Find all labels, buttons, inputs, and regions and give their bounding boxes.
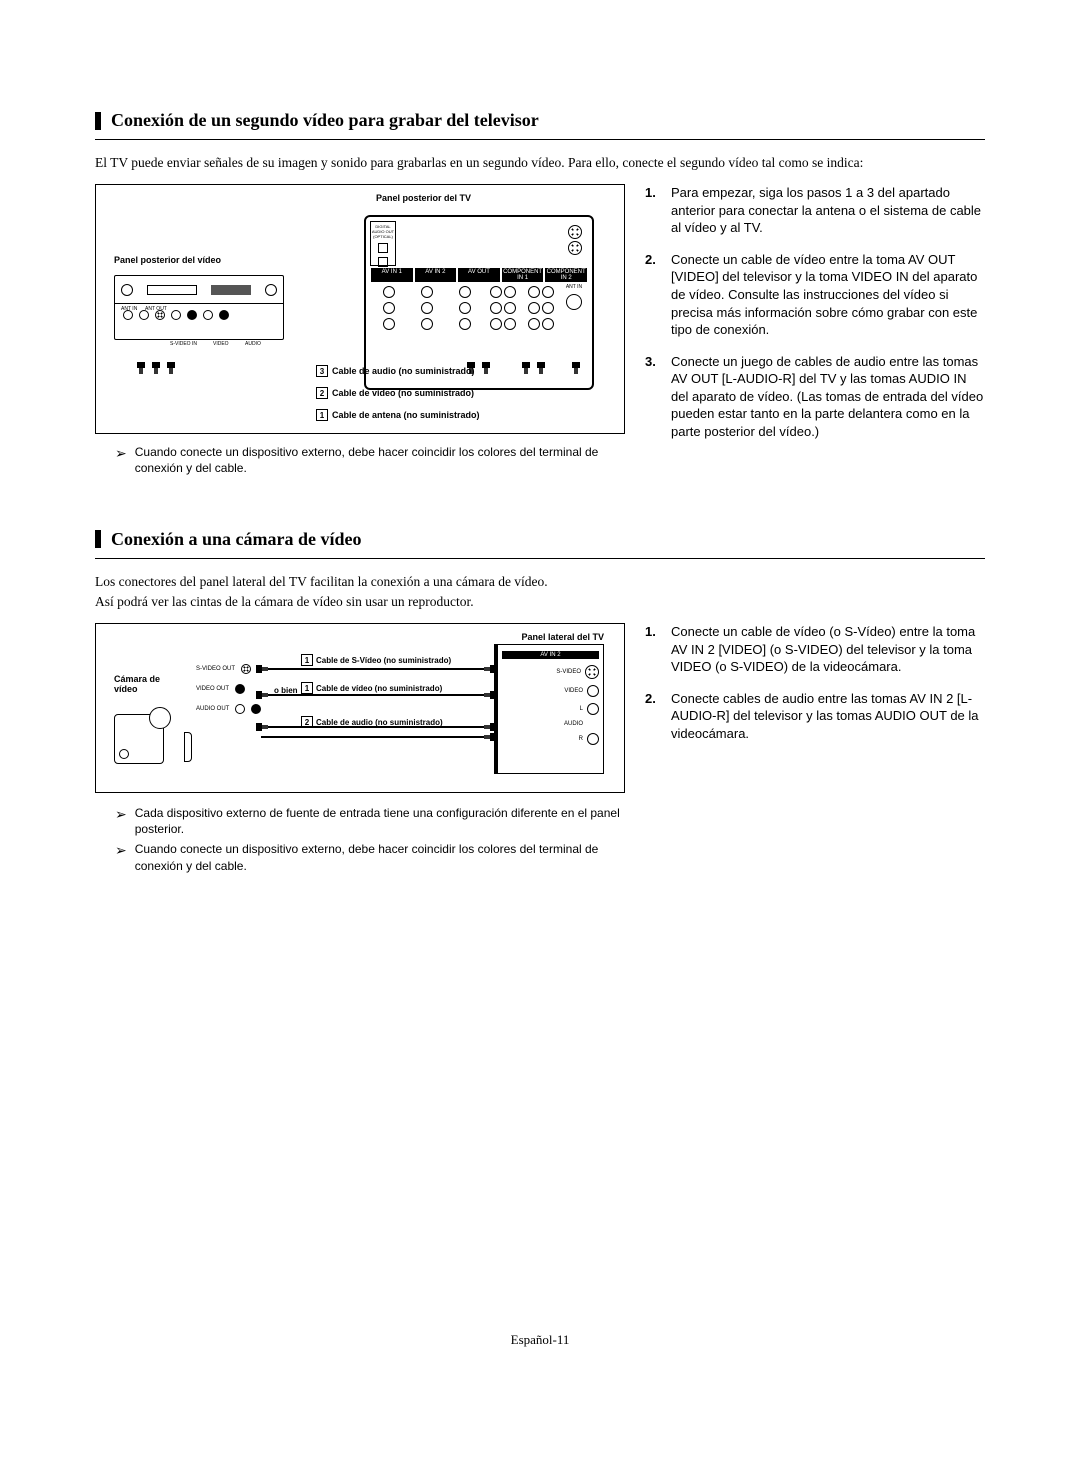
tv-side-panel: AV IN 2 S-VIDEO VIDEO L AUDIO R: [494, 644, 604, 774]
section1-note: ➢ Cuando conecte un dispositivo externo,…: [95, 444, 625, 476]
side-video-lbl: VIDEO: [564, 688, 583, 694]
cable1-text: Cable de antena (no suministrado): [332, 410, 480, 420]
vcr-svid-lbl: S-VIDEO IN: [170, 341, 197, 347]
cam-video-lbl: VIDEO OUT: [196, 686, 229, 692]
plug-icon: [164, 362, 178, 372]
side-audio-lbl: AUDIO: [564, 721, 583, 727]
section2-rule: [95, 558, 985, 559]
tv-panel-label: Panel posterior del TV: [376, 193, 471, 203]
section1-left: Panel posterior del TV Panel posterior d…: [95, 184, 625, 480]
vcr-antout-lbl: ANT OUT: [145, 306, 167, 312]
note-arrow-icon: ➢: [115, 805, 127, 837]
plug-icon: [149, 362, 163, 372]
section2-step2: Conecte cables de audio entre las tomas …: [645, 690, 985, 743]
section2-content: Panel lateral del TV Cámara de vídeo S-V…: [95, 623, 985, 878]
video-cable-text: Cable de vídeo (no suministrado): [316, 684, 442, 693]
side-l-lbl: L: [580, 706, 583, 712]
note-arrow-icon: ➢: [115, 841, 127, 873]
vcr-video-lbl: VIDEO: [213, 341, 229, 347]
cable1-legend: 1Cable de antena (no suministrado): [316, 409, 480, 421]
section2-note1-text: Cada dispositivo externo de fuente de en…: [135, 805, 625, 837]
section2-left: Panel lateral del TV Cámara de vídeo S-V…: [95, 623, 625, 878]
plug-icon: [486, 662, 496, 676]
audio-cable-text: Cable de audio (no suministrado): [316, 718, 443, 727]
tv-avin2-lbl: AV IN 2: [415, 268, 457, 282]
plug-icon: [519, 362, 533, 372]
tv-comp2-lbl: COMPONENT IN 2: [545, 268, 587, 282]
section1-note-text: Cuando conecte un dispositivo externo, d…: [135, 444, 625, 476]
section2-title: Conexión a una cámara de vídeo: [111, 529, 362, 550]
audio-cable-legend: 2Cable de audio (no suministrado): [301, 716, 443, 728]
side-panel-label: Panel lateral del TV: [521, 632, 604, 642]
note-arrow-icon: ➢: [115, 444, 127, 476]
section2-header: Conexión a una cámara de vídeo: [95, 529, 985, 550]
section1-rule: [95, 139, 985, 140]
vcr-audio-lbl: AUDIO: [245, 341, 261, 347]
section2-steps: Conecte un cable de vídeo (o S-Vídeo) en…: [645, 623, 985, 878]
section2-step1: Conecte un cable de vídeo (o S-Vídeo) en…: [645, 623, 985, 676]
section1-bar: [95, 112, 101, 130]
tv-digopt-lbl: DIGITAL AUDIO OUT (OPTICAL): [371, 224, 395, 239]
tv-avout-lbl: AV OUT: [458, 268, 500, 282]
vcr-device: ANT IN ANT OUT S-VIDEO IN VIDEO AUDIO: [114, 275, 284, 340]
plug-icon: [256, 688, 266, 702]
cable2-text: Cable de vídeo (no suministrado): [332, 388, 474, 398]
cable-line: [261, 736, 491, 738]
side-r-lbl: R: [579, 736, 583, 742]
section1-header: Conexión de un segundo vídeo para grabar…: [95, 110, 985, 131]
video-cable-legend: 1Cable de vídeo (no suministrado): [301, 682, 442, 694]
tv-antin-lbl: ANT IN: [560, 284, 588, 290]
section1-intro: El TV puede enviar señales de su imagen …: [95, 154, 985, 172]
cam-audio-lbl: AUDIO OUT: [196, 706, 229, 712]
vcr-panel-label: Panel posterior del vídeo: [114, 255, 221, 265]
section2-intro1: Los conectores del panel lateral del TV …: [95, 573, 985, 591]
svideo-cable-text: Cable de S-Vídeo (no suministrado): [316, 656, 451, 665]
section2-note1: ➢ Cada dispositivo externo de fuente de …: [95, 805, 625, 837]
plug-icon: [534, 362, 548, 372]
camcorder-icon: [114, 694, 184, 774]
section1-steps: Para empezar, siga los pasos 1 a 3 del a…: [645, 184, 985, 480]
plug-icon: [486, 688, 496, 702]
cable3-text: Cable de audio (no suministrado): [332, 366, 475, 376]
plug-icon: [256, 662, 266, 676]
section2-intro2: Así podrá ver las cintas de la cámara de…: [95, 593, 985, 611]
cable-line: [261, 668, 491, 670]
section1-content: Panel posterior del TV Panel posterior d…: [95, 184, 985, 480]
diagram-vcr: Panel posterior del TV Panel posterior d…: [95, 184, 625, 434]
section1-title: Conexión de un segundo vídeo para grabar…: [111, 110, 539, 131]
side-svideo-lbl: S-VIDEO: [556, 669, 581, 675]
tv-avin1-lbl: AV IN 1: [371, 268, 413, 282]
plug-icon: [486, 730, 496, 744]
page-footer: Español-11: [0, 1332, 1080, 1348]
camcorder-label: Cámara de vídeo: [114, 674, 174, 694]
section2-note2: ➢ Cuando conecte un dispositivo externo,…: [95, 841, 625, 873]
diagram-camcorder: Panel lateral del TV Cámara de vídeo S-V…: [95, 623, 625, 793]
section2-bar: [95, 530, 101, 548]
svideo-cable-legend: 1Cable de S-Vídeo (no suministrado): [301, 654, 451, 666]
cable2-legend: 2Cable de vídeo (no suministrado): [316, 387, 474, 399]
section1-step3: Conecte un juego de cables de audio entr…: [645, 353, 985, 441]
plug-icon: [256, 720, 266, 734]
plug-icon: [569, 362, 583, 372]
cam-svideo-lbl: S-VIDEO OUT: [196, 666, 235, 672]
side-avin2-lbl: AV IN 2: [502, 651, 599, 659]
vcr-antin-lbl: ANT IN: [121, 306, 137, 312]
section1-step2: Conecte un cable de vídeo entre la toma …: [645, 251, 985, 339]
plug-icon: [479, 362, 493, 372]
or-label: o bien: [274, 686, 298, 695]
camcorder-ports: S-VIDEO OUT VIDEO OUT AUDIO OUT: [196, 654, 261, 724]
cable3-legend: 3Cable de audio (no suministrado): [316, 365, 475, 377]
tv-comp1-lbl: COMPONENT IN 1: [502, 268, 544, 282]
plug-icon: [134, 362, 148, 372]
section2-note2-text: Cuando conecte un dispositivo externo, d…: [135, 841, 625, 873]
section1-step1: Para empezar, siga los pasos 1 a 3 del a…: [645, 184, 985, 237]
